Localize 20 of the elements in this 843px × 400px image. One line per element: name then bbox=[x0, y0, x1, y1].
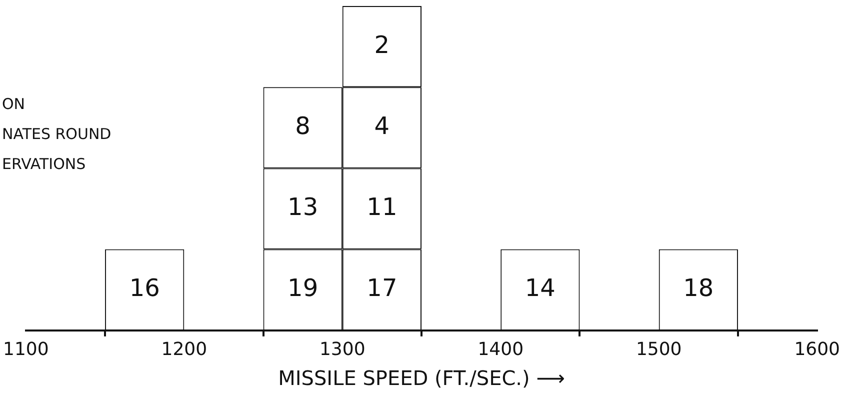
annotation: 4 bbox=[374, 112, 390, 140]
annotation: 14 bbox=[524, 274, 556, 302]
annotation: 16 bbox=[129, 274, 160, 302]
annotation: 17 bbox=[366, 274, 398, 302]
annotation: 19 bbox=[288, 274, 318, 302]
x-tick-label: 1100 bbox=[3, 338, 49, 360]
annotation: 8 bbox=[295, 112, 310, 140]
x-tick-label: 1200 bbox=[161, 338, 208, 360]
x-tick-label: 1300 bbox=[319, 338, 366, 360]
annotation: 18 bbox=[683, 274, 714, 302]
x-tick-label: 1400 bbox=[478, 338, 524, 360]
annotation: 11 bbox=[366, 192, 398, 221]
annotation: 2 bbox=[374, 30, 390, 59]
annotation: ERVATIONS bbox=[2, 154, 86, 173]
annotation: NATES ROUND bbox=[2, 124, 112, 143]
annotation: ON bbox=[2, 94, 26, 113]
x-tick-label: 1500 bbox=[636, 338, 682, 360]
x-axis-title: MISSILE SPEED (FT./SEC.) ⟶ bbox=[278, 366, 565, 390]
annotation: 13 bbox=[288, 192, 318, 221]
x-tick-label: 1600 bbox=[794, 338, 840, 360]
